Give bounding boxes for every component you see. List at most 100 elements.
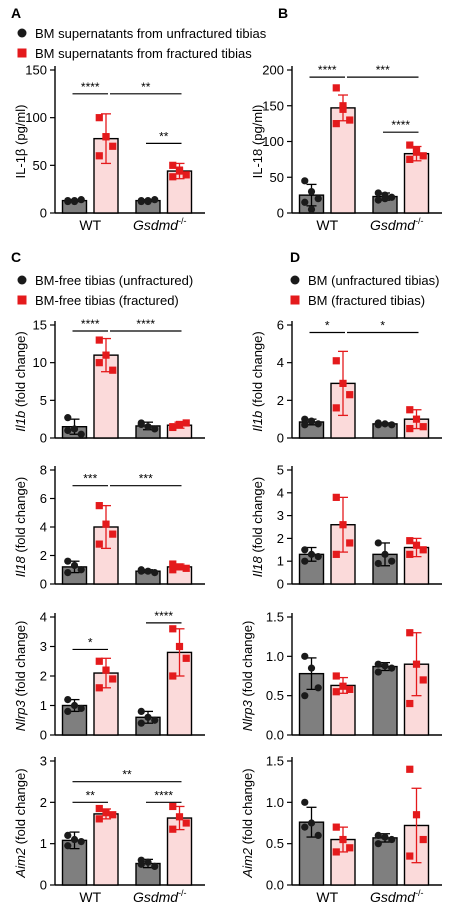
data-point-unfractured <box>374 660 382 668</box>
data-point-unfractured <box>64 197 72 205</box>
data-point-fractured <box>175 420 184 429</box>
data-point-unfractured <box>70 701 79 710</box>
y-tick-label: 6 <box>40 491 47 506</box>
panel-letter: D <box>290 249 300 265</box>
y-axis-label: Nlrp3 (fold change) <box>13 621 28 732</box>
y-axis-label: IL-1β (pg/ml) <box>13 105 28 179</box>
data-point-fractured <box>332 404 340 412</box>
data-point-unfractured <box>374 539 382 547</box>
data-point-unfractured <box>151 862 159 871</box>
data-point-unfractured <box>301 798 309 806</box>
data-point-unfractured <box>374 559 382 568</box>
data-point-fractured <box>339 682 347 690</box>
data-point-unfractured <box>301 421 309 429</box>
data-point-fractured <box>332 672 340 680</box>
data-point-fractured <box>95 804 103 813</box>
panel-2: C BM-free tibias (unfractured) BM-free tib… <box>11 249 205 446</box>
data-point-unfractured <box>388 193 396 201</box>
y-tick-label: 3 <box>277 508 284 523</box>
legend-label: BM supernatants from fractured tibias <box>35 46 252 61</box>
x-label-gsdmd: Gsdmd-/- <box>133 216 187 233</box>
data-point-fractured <box>346 685 354 693</box>
legend-marker-circle <box>17 28 27 38</box>
data-point-unfractured <box>64 557 72 565</box>
x-label-wt: WT <box>316 217 338 233</box>
significance-label: * <box>325 319 330 333</box>
y-axis-label-gene: Il1b <box>250 411 265 432</box>
y-axis-label-text: IL-18 (pg/ml) <box>250 105 265 179</box>
data-point-fractured <box>95 657 103 665</box>
data-point-fractured <box>182 564 190 572</box>
data-point-fractured <box>102 133 110 141</box>
data-point-fractured <box>169 566 177 574</box>
y-axis-label: Aim2 (fold change) <box>240 768 255 878</box>
data-point-unfractured <box>301 415 309 423</box>
data-point-unfractured <box>374 668 382 676</box>
data-point-unfractured <box>307 187 316 196</box>
data-point-fractured <box>346 844 354 852</box>
data-point-fractured <box>109 675 117 683</box>
x-label-gsdmd-gene: Gsdmd <box>133 889 179 905</box>
significance-label: **** <box>81 80 100 94</box>
bar-fractured <box>93 813 119 886</box>
y-axis-label-text: (fold change) <box>250 331 265 407</box>
data-point-unfractured <box>388 835 396 844</box>
data-point-unfractured <box>381 662 389 670</box>
data-point-fractured <box>175 642 184 651</box>
bar-fractured <box>403 152 430 214</box>
y-axis-label: Il18 (fold change) <box>250 477 265 577</box>
y-axis-label-text: (fold change) <box>240 768 255 844</box>
data-point-unfractured <box>374 840 382 848</box>
data-point-fractured <box>412 660 421 668</box>
data-point-unfractured <box>388 421 396 429</box>
y-tick-label: 4 <box>40 610 47 625</box>
data-point-fractured <box>109 530 117 538</box>
data-point-fractured <box>332 493 340 501</box>
y-tick-label: 150 <box>25 63 47 78</box>
legend-label: BM supernatants from unfractured tibias <box>35 26 267 41</box>
significance-label: **** <box>318 63 337 77</box>
y-axis-label-text: IL-1β (pg/ml) <box>13 105 28 179</box>
x-label-gsdmd-superscript: -/- <box>178 888 187 898</box>
data-point-fractured <box>182 419 190 427</box>
data-point-fractured <box>169 625 177 633</box>
y-axis-label-gene: Nlrp3 <box>13 699 28 731</box>
data-point-fractured <box>412 415 421 423</box>
x-label-gsdmd-gene: Gsdmd <box>370 217 416 233</box>
legend-label: BM (unfractured tibias) <box>308 273 440 288</box>
data-point-fractured <box>169 173 177 181</box>
data-point-unfractured <box>64 414 72 422</box>
x-label-wt: WT <box>316 889 338 905</box>
significance-label: * <box>380 319 385 333</box>
significance-label: * <box>88 635 93 649</box>
data-point-unfractured <box>301 546 309 554</box>
data-point-unfractured <box>314 831 322 840</box>
y-tick-label: 5 <box>277 463 284 478</box>
data-point-unfractured <box>314 684 322 692</box>
data-point-fractured <box>109 366 117 374</box>
significance-label: **** <box>136 317 155 331</box>
significance-label: ** <box>159 129 169 143</box>
data-point-unfractured <box>77 704 85 713</box>
data-point-fractured <box>95 336 103 344</box>
data-point-fractured <box>95 359 103 367</box>
y-axis-label-gene: Aim2 <box>13 847 28 878</box>
panel-5: 0 1 2 3 4 5 Il18 (fold change) <box>250 463 442 592</box>
bar-fractured <box>93 137 119 214</box>
data-point-unfractured <box>77 196 85 204</box>
data-point-fractured <box>339 521 347 529</box>
x-label-gsdmd-gene: Gsdmd <box>133 217 179 233</box>
data-point-unfractured <box>374 831 382 840</box>
y-tick-label: 3 <box>40 639 47 654</box>
data-point-unfractured <box>77 566 85 574</box>
y-tick-label: 0 <box>40 577 47 592</box>
y-tick-label: 1.0 <box>266 795 284 810</box>
significance-label: **** <box>154 788 173 802</box>
y-tick-label: 15 <box>33 318 47 333</box>
significance-label: **** <box>391 118 410 132</box>
y-tick-label: 0 <box>40 206 47 221</box>
data-point-unfractured <box>137 567 145 575</box>
data-point-unfractured <box>301 198 309 206</box>
data-point-fractured <box>332 84 340 92</box>
